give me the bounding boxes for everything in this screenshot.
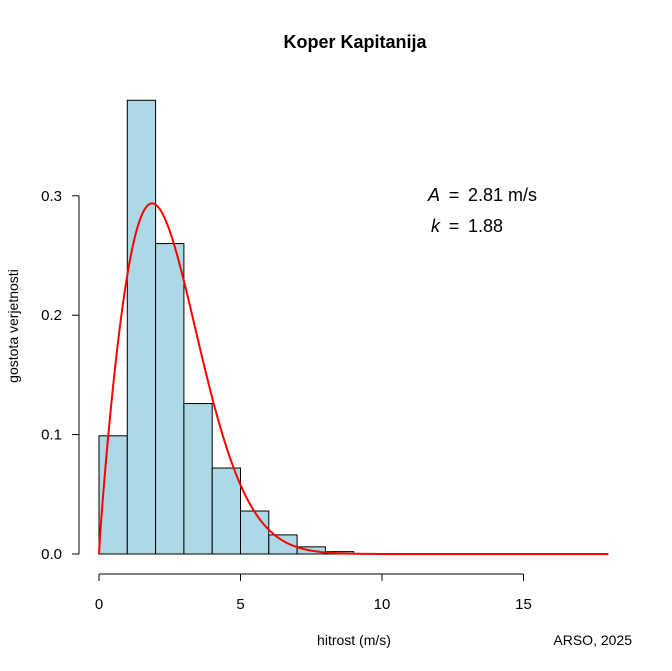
weibull-fit-curve xyxy=(98,202,609,555)
histogram-bar xyxy=(268,534,298,555)
y-tick-label: 0.2 xyxy=(41,307,62,324)
x-tick-label: 5 xyxy=(236,596,244,613)
y-axis-label: gostota verjetnosti xyxy=(5,269,21,383)
k-symbol: k xyxy=(431,216,441,236)
y-tick-label: 0.1 xyxy=(41,427,62,444)
A-value: 2.81 m/s xyxy=(468,185,537,205)
k-value: 1.88 xyxy=(468,216,503,236)
weibull-parameters: A = 2.81 m/s k = 1.88 xyxy=(427,185,537,236)
chart-title: Koper Kapitanija xyxy=(283,32,427,52)
A-equals: = xyxy=(449,185,460,205)
y-tick-label: 0.0 xyxy=(41,546,62,563)
x-axis: 0 5 10 15 xyxy=(95,573,532,613)
x-tick-label: 0 xyxy=(95,596,103,613)
x-axis-label: hitrost (m/s) xyxy=(317,632,391,648)
x-tick-label: 10 xyxy=(374,596,391,613)
x-tick-label: 15 xyxy=(515,596,532,613)
k-equals: = xyxy=(449,216,460,236)
y-tick-label: 0.3 xyxy=(41,188,62,205)
histogram-bar xyxy=(183,403,213,555)
A-symbol: A xyxy=(427,185,440,205)
histogram-bar xyxy=(211,467,241,555)
histogram-bar xyxy=(240,510,270,555)
y-axis: 0.0 0.1 0.2 0.3 xyxy=(41,188,80,563)
credit-text: ARSO, 2025 xyxy=(553,632,632,648)
histogram-bar xyxy=(155,243,185,555)
histogram-bar xyxy=(126,99,157,555)
histogram-bars xyxy=(98,99,383,555)
